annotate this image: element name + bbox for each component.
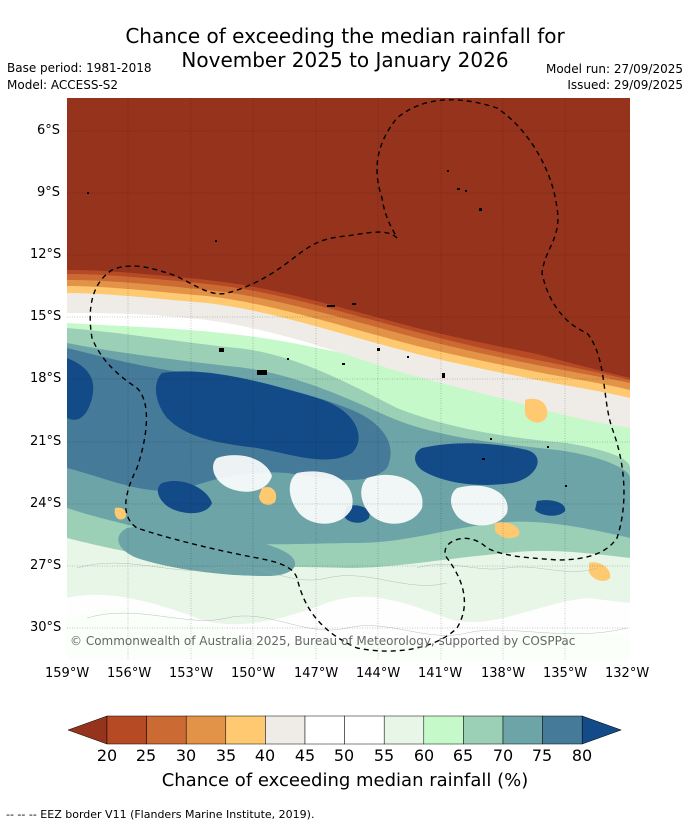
- eez-legend-note: -- -- -- EEZ border V11 (Flanders Marine…: [6, 808, 315, 821]
- region-above-80-small-1: [157, 480, 212, 514]
- graticule: [67, 98, 630, 660]
- lat-tick: 15°S: [30, 309, 62, 324]
- region-45-55-patch-3: [361, 474, 423, 524]
- colorbar-tick: 20: [96, 746, 118, 765]
- region-35-40-patch-5: [114, 507, 127, 520]
- lon-tick: 147°W: [294, 666, 339, 681]
- lat-tick: 24°S: [30, 496, 62, 511]
- colorbar-swatch: [106, 715, 147, 745]
- lon-tick: 150°W: [231, 666, 276, 681]
- region-35-40-patch-2: [259, 486, 277, 505]
- colorbar-swatch: [383, 715, 425, 745]
- lat-tick: 6°S: [37, 123, 61, 138]
- title-line-2: November 2025 to January 2026: [181, 48, 509, 72]
- lon-tick: 141°W: [418, 666, 463, 681]
- colorbar-tick: 75: [531, 746, 553, 765]
- lat-tick: 21°S: [30, 434, 62, 449]
- colorbar-tick: 35: [215, 746, 237, 765]
- colorbar-swatch: [265, 715, 306, 745]
- colorbar-swatch: [146, 715, 187, 745]
- lat-tick: 12°S: [30, 247, 62, 262]
- region-above-80-core: [155, 371, 359, 460]
- region-below-20: [67, 98, 630, 378]
- lon-tick: 153°W: [169, 666, 214, 681]
- colorbar-swatch: [502, 715, 543, 745]
- base-period: Base period: 1981-2018: [7, 61, 152, 75]
- lat-tick: 9°S: [37, 185, 61, 200]
- rainfall-map: [67, 98, 630, 660]
- lon-tick: 156°W: [107, 666, 152, 681]
- colorbar-swatch: [463, 715, 504, 745]
- title-line-1: Chance of exceeding the median rainfall …: [125, 24, 565, 48]
- colorbar-tick: 50: [333, 746, 355, 765]
- colorbar-tick: 55: [373, 746, 395, 765]
- colorbar-tick: 60: [413, 746, 435, 765]
- colorbar-swatch: [185, 715, 227, 745]
- model-run: Model run: 27/09/2025: [545, 62, 683, 76]
- lon-tick: 144°W: [356, 666, 401, 681]
- colorbar-tick: 70: [492, 746, 514, 765]
- colorbar-tick: 80: [571, 746, 593, 765]
- colorbar-label: Chance of exceeding median rainfall (%): [161, 770, 529, 791]
- colorbar-extend-high: [581, 715, 622, 745]
- region-45-55-patch-4: [451, 485, 508, 526]
- region-above-80-east: [415, 443, 538, 485]
- region-35-40-patch-4: [589, 562, 611, 581]
- islands: [87, 170, 567, 487]
- colorbar: [67, 715, 622, 745]
- lat-tick: 30°S: [30, 620, 62, 635]
- lon-tick: 132°W: [605, 666, 650, 681]
- model-name: Model: ACCESS-S2: [7, 78, 119, 92]
- colorbar-swatch: [225, 715, 266, 745]
- colorbar-tick: 30: [175, 746, 197, 765]
- lon-tick: 159°W: [45, 666, 90, 681]
- colorbar-tick: 65: [452, 746, 474, 765]
- copyright-notice: © Commonwealth of Australia 2025, Bureau…: [70, 634, 576, 648]
- colorbar-extend-low: [67, 715, 108, 745]
- colorbar-tick: 40: [254, 746, 276, 765]
- lat-tick: 27°S: [30, 558, 62, 573]
- colorbar-swatch: [542, 715, 583, 745]
- map-layers: [67, 98, 630, 660]
- lon-tick: 135°W: [543, 666, 588, 681]
- lon-tick: 138°W: [481, 666, 526, 681]
- region-35-40-patch-1: [525, 398, 548, 423]
- eez-border: [89, 99, 625, 652]
- lat-tick: 18°S: [30, 371, 62, 386]
- region-45-55-patch-1: [213, 455, 272, 492]
- colorbar-swatch: [304, 715, 345, 745]
- colorbar-tick: 25: [135, 746, 157, 765]
- region-45-55-patch-2: [289, 471, 353, 524]
- colorbar-swatch: [423, 715, 464, 745]
- region-35-40-patch-3: [495, 522, 520, 539]
- colorbar-swatch: [344, 715, 385, 745]
- region-above-80-left-edge: [67, 358, 94, 420]
- region-45-55-south: [67, 594, 630, 660]
- issued-date: Issued: 29/09/2025: [567, 78, 683, 92]
- region-75-80-southwest: [118, 524, 296, 576]
- colorbar-tick: 45: [294, 746, 316, 765]
